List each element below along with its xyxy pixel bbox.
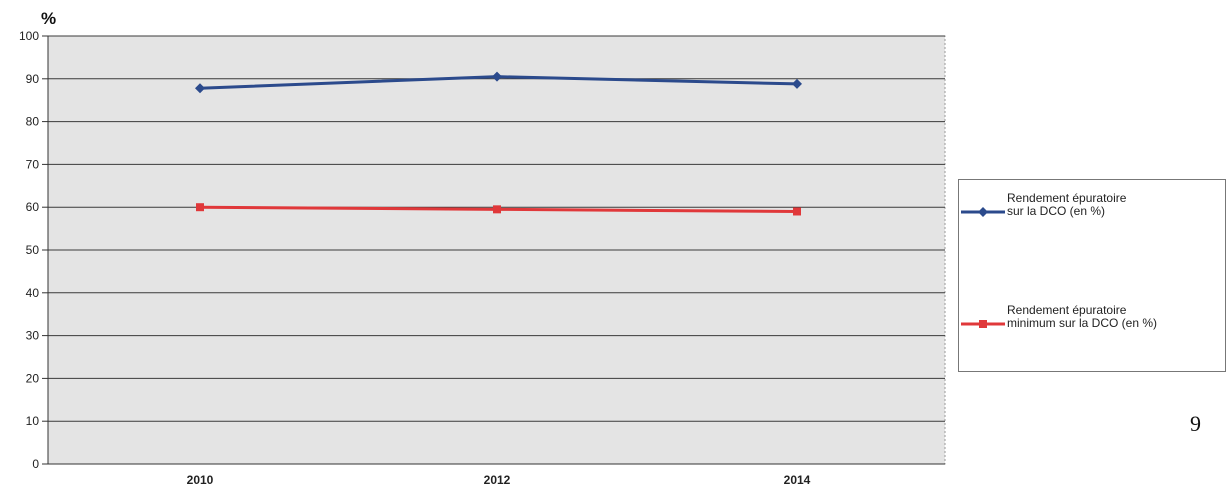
legend: Rendement épuratoire sur la DCO (en %) R… [958,179,1226,372]
data-point [195,83,205,94]
y-tick-label: 10 [26,414,40,428]
series-layer [195,71,802,216]
legend-label-line: minimum sur la DCO (en %) [1007,316,1158,330]
y-tick-label: 80 [26,115,40,129]
legend-swatch-series-2 [961,320,1005,328]
legend-label-series-1: Rendement épuratoire sur la DCO (en %) [1007,192,1223,218]
y-tick-label: 90 [26,72,40,86]
data-point [493,205,501,214]
y-tick-label: 50 [26,243,40,257]
y-tick-label: 40 [26,286,40,300]
data-point [196,203,204,212]
legend-label-line: Rendement épuratoire [1007,191,1127,205]
y-tick-label: 70 [26,157,40,171]
y-tick-label: 30 [26,329,40,343]
series-2 [196,203,801,216]
legend-item-series-2: Rendement épuratoire minimum sur la DCO … [959,304,1227,344]
y-tick-label: 100 [19,29,39,43]
legend-label-line: sur la DCO (en %) [1007,204,1106,218]
y-tick-label: 0 [32,457,39,471]
data-point [792,78,802,89]
legend-label-line: Rendement épuratoire [1007,303,1127,317]
page-number: 9 [1190,411,1201,436]
legend-swatch-series-1 [961,207,1005,217]
y-tick-label: 20 [26,371,40,385]
x-tick-label: 2014 [784,473,811,487]
x-tick-label: 2010 [187,473,214,487]
y-tick-label: 60 [26,200,40,214]
axes: 0 10 20 30 40 50 60 70 80 90 100 2010 2012 2014 [19,29,945,487]
legend-label-series-2: Rendement épuratoire minimum sur la DCO … [1007,304,1223,330]
data-point [492,71,502,82]
x-tick-label: 2012 [484,473,511,487]
y-axis-label: % [41,9,56,28]
series-1 [195,71,802,94]
data-point [793,207,801,216]
legend-item-series-1: Rendement épuratoire sur la DCO (en %) [959,192,1227,232]
